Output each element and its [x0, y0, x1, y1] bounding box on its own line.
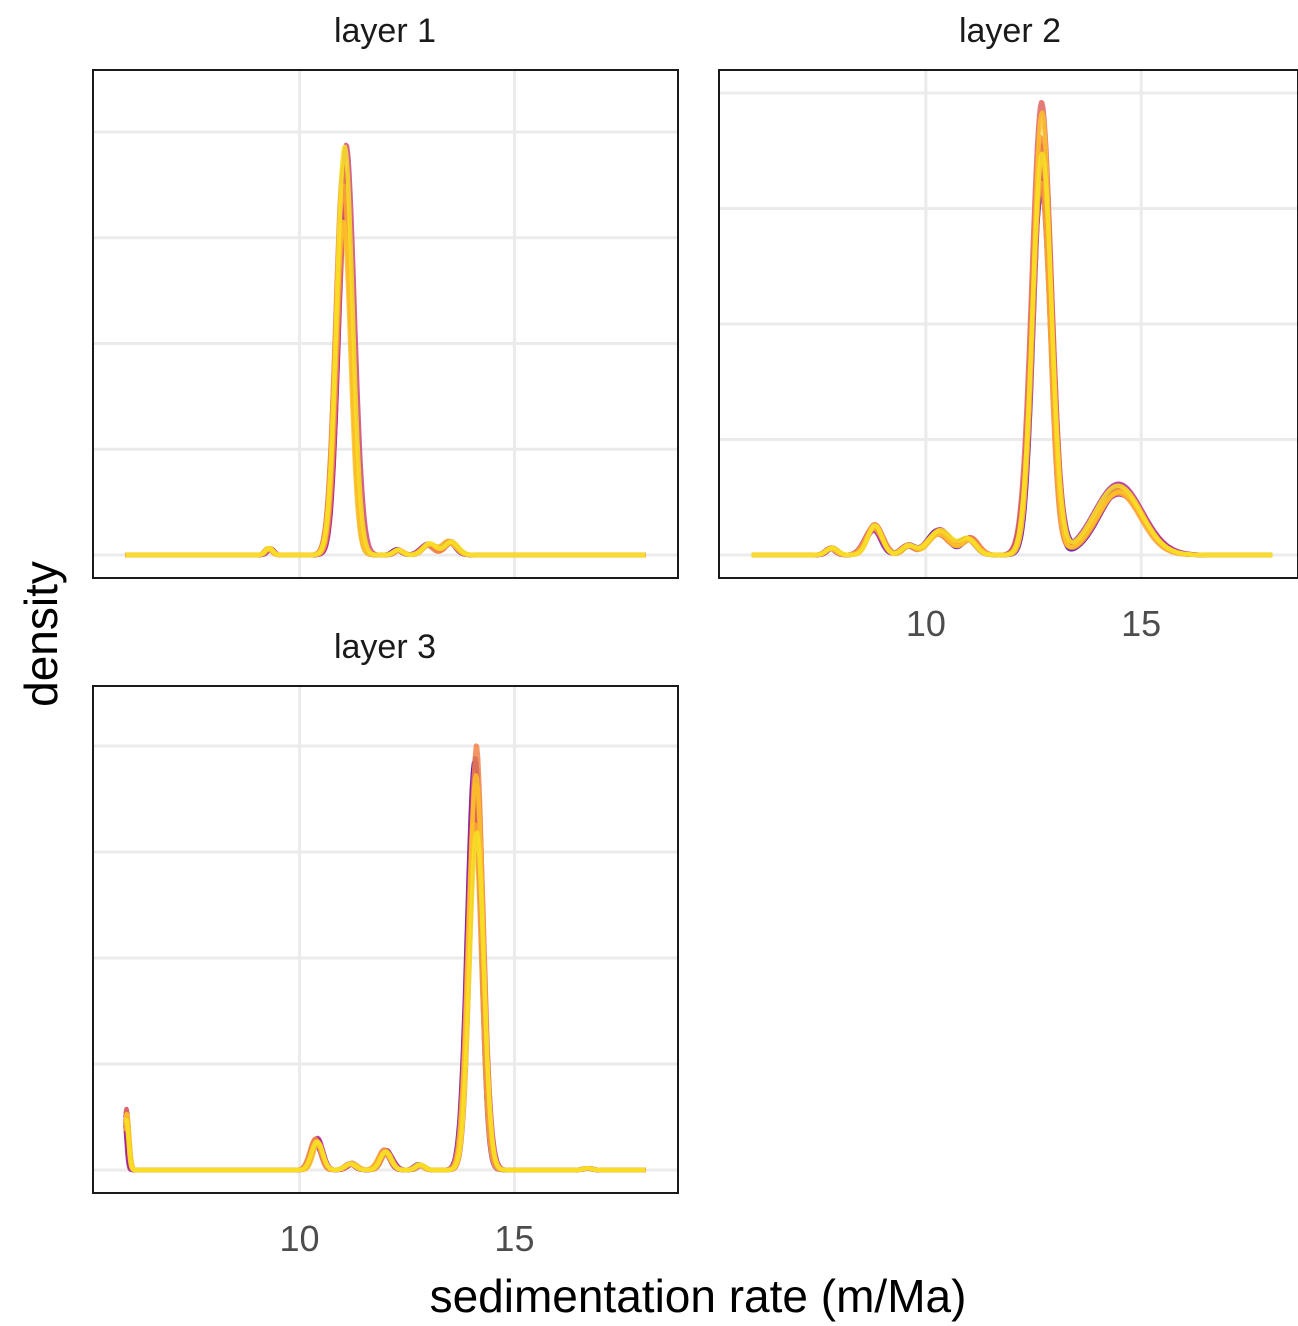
panel-3-density-line-2 [123, 755, 647, 1173]
panel-1-density-line-8 [124, 162, 647, 558]
panel-2-density-line-10 [750, 180, 1274, 558]
panel-3-density-line-6 [123, 807, 647, 1173]
panel-1-density-line-12 [124, 144, 647, 558]
panel-1-density-line-10 [124, 183, 647, 558]
panel-layer-2 [718, 69, 1298, 579]
panel-3-density-line-11 [123, 773, 647, 1173]
panel-1-density-line-5 [124, 196, 647, 558]
panel-1-density-line-6 [124, 142, 647, 558]
panel-1-density-line-2 [124, 165, 647, 558]
panel-1-density-line-9 [124, 220, 647, 558]
panel-1-density-line-3 [124, 200, 647, 558]
panel-3-border [92, 685, 679, 1194]
panel-3-density-line-7 [123, 783, 647, 1173]
panel-1-border [92, 69, 679, 579]
panel-2-density-line-4 [750, 142, 1274, 558]
panel-2-density-line-1 [750, 187, 1274, 558]
panel-1-density-line-4 [124, 183, 647, 558]
panel-3-curves [123, 743, 647, 1173]
panel-2-density-line-5 [750, 160, 1274, 558]
y-axis-label: density [15, 561, 67, 707]
panel-3-title: layer 3 [334, 628, 436, 666]
panel-2-density-line-2 [750, 164, 1274, 558]
panel-2-density-line-7 [750, 99, 1274, 558]
x-axis-label: sedimentation rate (m/Ma) [430, 1270, 967, 1322]
panel-1-density-line-1 [124, 175, 647, 558]
panel-1-density-line-7 [124, 193, 647, 558]
panel-1-title: layer 1 [334, 12, 436, 50]
panel-3-density-line-10 [123, 822, 647, 1173]
panel-2-title: layer 2 [959, 12, 1061, 50]
panel-1-curves [124, 142, 647, 558]
panel-1-density-line-11 [124, 219, 647, 558]
panel-2-curves [750, 99, 1274, 558]
panel-2-density-line-9 [750, 159, 1274, 558]
panel-3-density-line-12 [123, 830, 647, 1173]
panel-2-x-tick-15: 15 [1121, 603, 1161, 644]
panel-layer-1 [92, 69, 679, 579]
panel-3-x-tick-10: 10 [280, 1218, 320, 1259]
panel-2-density-line-3 [750, 179, 1274, 558]
panel-3-x-tick-15: 15 [494, 1218, 534, 1259]
panel-3-density-line-5 [123, 804, 647, 1173]
panel-3-density-line-1 [123, 759, 647, 1173]
panel-2-border [718, 69, 1298, 579]
panel-2-x-tick-10: 10 [906, 603, 946, 644]
panel-2-density-line-12 [750, 151, 1274, 558]
panel-3-density-line-4 [123, 770, 647, 1173]
panel-layer-3 [92, 685, 679, 1194]
panel-2-density-line-8 [750, 134, 1274, 558]
panel-3-density-line-3 [123, 787, 647, 1173]
panel-2-density-line-11 [750, 110, 1274, 558]
panel-3-density-line-9 [123, 783, 647, 1173]
